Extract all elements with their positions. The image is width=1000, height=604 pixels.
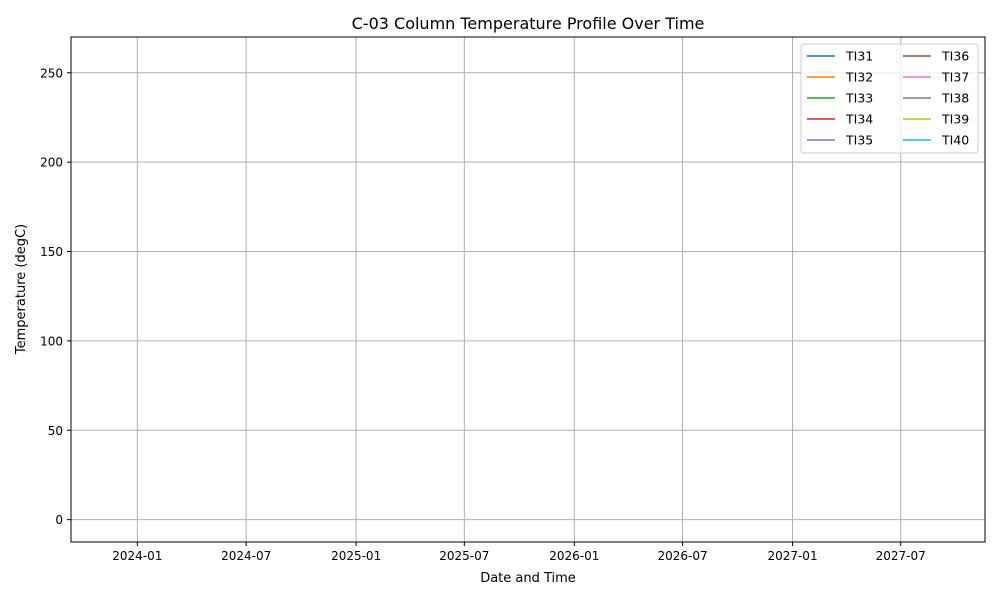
legend: TI31 TI32 TI33 TI34 TI35 TI36 TI37 TI38 TI39 TI40 [800,43,979,154]
x-tick-label: 2024-07 [221,549,271,563]
y-tick-label: 250 [40,66,63,80]
y-tick-label: 200 [40,156,63,170]
y-tick-label: 100 [40,334,63,348]
y-axis-label: Temperature (degC) [14,224,29,355]
legend-label-ti32: TI32 [845,70,873,85]
x-tick-label: 2025-01 [331,549,381,563]
y-tick-label: 150 [40,245,63,259]
x-tick-label: 2026-07 [657,549,707,563]
x-axis: 2024-01 2024-07 2025-01 2025-07 2026-01 2026-… [112,542,926,563]
legend-label-ti37: TI37 [941,70,969,85]
plot-frame [70,36,986,543]
legend-label-ti34: TI34 [845,112,873,127]
y-tick-label: 0 [55,513,63,527]
legend-label-ti35: TI35 [845,133,873,148]
y-axis: 0 50 100 150 200 250 [40,66,71,527]
chart-title: C-03 Column Temperature Profile Over Tim… [352,14,705,33]
legend-label-ti40: TI40 [941,133,969,148]
legend-label-ti38: TI38 [941,91,969,106]
legend-label-ti33: TI33 [845,91,873,106]
x-tick-label: 2027-07 [876,549,926,563]
x-tick-label: 2027-01 [767,549,817,563]
x-tick-label: 2024-01 [112,549,162,563]
x-axis-label: Date and Time [480,571,576,586]
legend-box [800,43,979,154]
y-tick-label: 50 [48,424,63,438]
x-tick-label: 2025-07 [439,549,489,563]
legend-label-ti36: TI36 [941,49,969,64]
x-tick-label: 2026-01 [549,549,599,563]
legend-label-ti31: TI31 [845,49,873,64]
legend-label-ti39: TI39 [941,112,969,127]
